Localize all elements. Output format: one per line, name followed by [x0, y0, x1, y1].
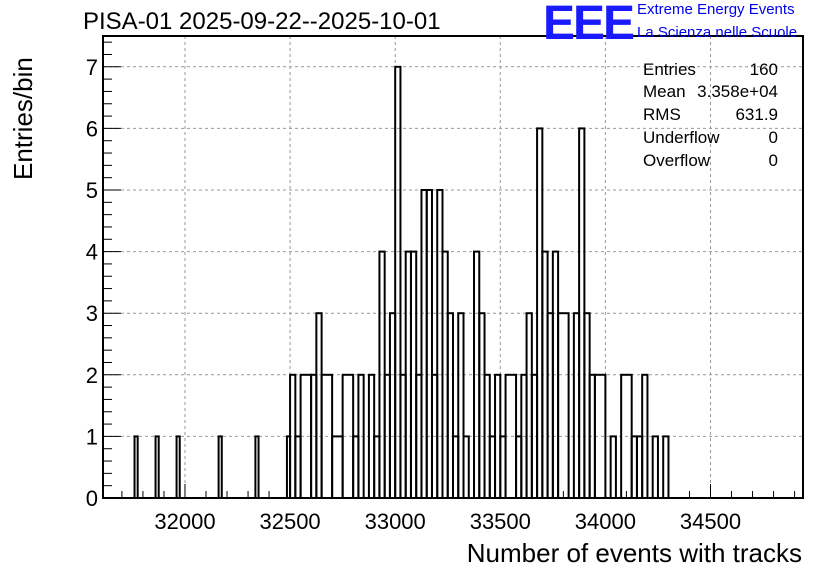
plot-frame	[102, 35, 804, 499]
y-tick-label: 7	[86, 55, 98, 80]
y-tick-label: 4	[86, 240, 98, 265]
chart-title: PISA-01 2025-09-22--2025-10-01	[83, 8, 441, 35]
stat-mean-value: 3.358e+04	[697, 82, 778, 101]
histogram-bin	[133, 435, 139, 499]
histogram-bin	[609, 435, 617, 499]
stat-entries-value: 160	[749, 60, 778, 79]
stat-rms-value: 631.9	[735, 105, 778, 124]
stat-overflow-value: 0	[768, 151, 778, 170]
histogram-bin	[651, 435, 659, 499]
histogram-bin	[217, 435, 223, 499]
x-tick-label: 32500	[259, 509, 320, 534]
x-tick-label: 34500	[680, 509, 741, 534]
y-tick-label: 6	[86, 116, 98, 141]
x-axis-label: Number of events with tracks	[466, 538, 802, 568]
histogram-bin	[331, 435, 344, 499]
axis-ticks: 32000 32500 33000 33500 34000 34500 0 1 2 3 4 5 6 7	[86, 41, 796, 534]
y-tick-label: 5	[86, 178, 98, 203]
x-tick-label: 33000	[365, 509, 426, 534]
eee-logo: EEE	[543, 0, 635, 50]
stat-rms-label: RMS	[643, 105, 681, 124]
histogram-bin	[462, 435, 470, 499]
stat-underflow-label: Underflow	[643, 128, 720, 147]
stat-underflow-value: 0	[768, 128, 778, 147]
stat-entries-label: Entries	[643, 60, 696, 79]
y-tick-label: 0	[86, 486, 98, 511]
histogram-bars	[133, 65, 670, 500]
y-tick-label: 3	[86, 301, 98, 326]
histogram-bin	[154, 435, 160, 499]
histogram-bin	[557, 312, 570, 500]
y-axis-label: Entries/bin	[8, 57, 38, 180]
histogram-bin	[175, 435, 181, 499]
logo-line-1: Extreme Energy Events	[637, 1, 795, 18]
y-tick-label: 1	[86, 424, 98, 449]
x-tick-label: 32000	[154, 509, 215, 534]
histogram-bin	[662, 435, 670, 499]
stat-mean-label: Mean	[643, 82, 686, 101]
x-tick-label: 33500	[470, 509, 531, 534]
x-tick-label: 34000	[575, 509, 636, 534]
stat-overflow-label: Overflow	[643, 151, 711, 170]
histogram-bin	[254, 435, 260, 499]
logo-line-2: La Scienza nelle Scuole	[637, 24, 798, 41]
y-tick-label: 2	[86, 363, 98, 388]
